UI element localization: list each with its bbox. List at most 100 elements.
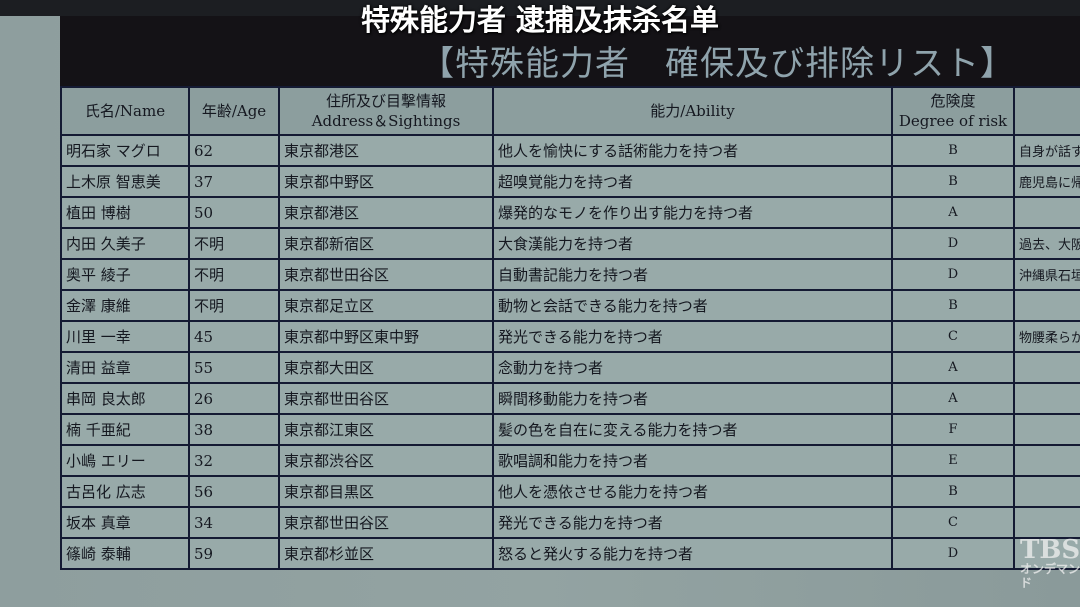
cell-ability: 他人を愉快にする話術能力を持つ者 bbox=[492, 134, 893, 167]
cell-age: 55 bbox=[188, 351, 280, 384]
cell-notes bbox=[1013, 475, 1080, 508]
cell-risk: C bbox=[891, 506, 1015, 539]
cell-address: 東京都世田谷区 bbox=[278, 382, 494, 415]
cell-risk: F bbox=[891, 413, 1015, 446]
table-row: 篠崎 泰輔 59 東京都杉並区 怒ると発火する能力を持つ者 D bbox=[60, 537, 1080, 570]
cell-risk: A bbox=[891, 382, 1015, 415]
cell-ability: 動物と会話できる能力を持つ者 bbox=[492, 289, 893, 322]
document-title: 【特殊能力者 確保及び排除リスト】 bbox=[420, 44, 1015, 84]
title-band bbox=[60, 16, 1080, 88]
cell-notes bbox=[1013, 196, 1080, 229]
cell-risk: B bbox=[891, 165, 1015, 198]
cell-address: 東京都目黒区 bbox=[278, 475, 494, 508]
cell-notes: 自身が話す bbox=[1013, 134, 1080, 167]
header-address-jp: 住所及び目撃情報 bbox=[325, 92, 446, 110]
cell-risk: C bbox=[891, 320, 1015, 353]
header-risk-jp: 危険度 bbox=[930, 92, 976, 110]
cell-ability: 他人を憑依させる能力を持つ者 bbox=[492, 475, 893, 508]
table-row: 明石家 マグロ 62 東京都港区 他人を愉快にする話術能力を持つ者 B 自身が話す bbox=[60, 134, 1080, 167]
header-risk: 危険度 Degree of risk bbox=[891, 86, 1015, 136]
table-row: 上木原 智恵美 37 東京都中野区 超嗅覚能力を持つ者 B 鹿児島に帰 bbox=[60, 165, 1080, 198]
header-address-en: Address＆Sightings bbox=[311, 112, 461, 130]
cell-age: 不明 bbox=[188, 258, 280, 291]
cell-notes: 過去、大阪 bbox=[1013, 227, 1080, 260]
cell-risk: E bbox=[891, 444, 1015, 477]
cell-age: 26 bbox=[188, 382, 280, 415]
cell-address: 東京都港区 bbox=[278, 196, 494, 229]
cell-risk: D bbox=[891, 258, 1015, 291]
cell-name: 小嶋 エリー bbox=[60, 444, 190, 477]
cell-risk: A bbox=[891, 351, 1015, 384]
cell-notes bbox=[1013, 506, 1080, 539]
cell-age: 45 bbox=[188, 320, 280, 353]
table-row: 奥平 綾子 不明 東京都世田谷区 自動書記能力を持つ者 D 沖縄県石垣 bbox=[60, 258, 1080, 291]
cell-address: 東京都大田区 bbox=[278, 351, 494, 384]
cell-notes: 鹿児島に帰 bbox=[1013, 165, 1080, 198]
header-notes bbox=[1013, 86, 1080, 136]
cell-ability: 超嗅覚能力を持つ者 bbox=[492, 165, 893, 198]
header-name: 氏名/Name bbox=[60, 86, 190, 136]
cell-notes bbox=[1013, 351, 1080, 384]
cell-ability: 念動力を持つ者 bbox=[492, 351, 893, 384]
header-risk-en: Degree of risk bbox=[898, 112, 1008, 130]
table-row: 小嶋 エリー 32 東京都渋谷区 歌唱調和能力を持つ者 E bbox=[60, 444, 1080, 477]
cell-risk: B bbox=[891, 475, 1015, 508]
cell-address: 東京都杉並区 bbox=[278, 537, 494, 570]
cell-ability: 怒ると発火する能力を持つ者 bbox=[492, 537, 893, 570]
cell-ability: 自動書記能力を持つ者 bbox=[492, 258, 893, 291]
cell-address: 東京都渋谷区 bbox=[278, 444, 494, 477]
table-row: 金澤 康維 不明 東京都足立区 動物と会話できる能力を持つ者 B bbox=[60, 289, 1080, 322]
cell-ability: 発光できる能力を持つ者 bbox=[492, 320, 893, 353]
cell-name: 植田 博樹 bbox=[60, 196, 190, 229]
cell-ability: 髪の色を自在に変える能力を持つ者 bbox=[492, 413, 893, 446]
cell-name: 奥平 綾子 bbox=[60, 258, 190, 291]
cell-age: 62 bbox=[188, 134, 280, 167]
cell-name: 串岡 良太郎 bbox=[60, 382, 190, 415]
header-row: 氏名/Name 年齢/Age 住所及び目撃情報 Address＆Sightings… bbox=[60, 86, 1080, 136]
cell-notes bbox=[1013, 537, 1080, 570]
cell-age: 34 bbox=[188, 506, 280, 539]
cell-ability: 歌唱調和能力を持つ者 bbox=[492, 444, 893, 477]
tbs-watermark-logo: TBS オンデマンド bbox=[1020, 535, 1080, 590]
header-age: 年齢/Age bbox=[188, 86, 280, 136]
cell-risk: D bbox=[891, 227, 1015, 260]
cell-notes bbox=[1013, 382, 1080, 415]
cell-ability: 爆発的なモノを作り出す能力を持つ者 bbox=[492, 196, 893, 229]
cell-address: 東京都足立区 bbox=[278, 289, 494, 322]
cell-notes bbox=[1013, 444, 1080, 477]
cell-name: 金澤 康維 bbox=[60, 289, 190, 322]
cell-risk: D bbox=[891, 537, 1015, 570]
header-address: 住所及び目撃情報 Address＆Sightings bbox=[278, 86, 494, 136]
cell-address: 東京都江東区 bbox=[278, 413, 494, 446]
cell-name: 坂本 真章 bbox=[60, 506, 190, 539]
cell-name: 川里 一幸 bbox=[60, 320, 190, 353]
table-row: 古呂化 広志 56 東京都目黒区 他人を憑依させる能力を持つ者 B bbox=[60, 475, 1080, 508]
table-row: 清田 益章 55 東京都大田区 念動力を持つ者 A bbox=[60, 351, 1080, 384]
cell-notes bbox=[1013, 289, 1080, 322]
cell-name: 篠崎 泰輔 bbox=[60, 537, 190, 570]
cell-notes: 物腰柔らか bbox=[1013, 320, 1080, 353]
table-row: 串岡 良太郎 26 東京都世田谷区 瞬間移動能力を持つ者 A bbox=[60, 382, 1080, 415]
cell-age: 32 bbox=[188, 444, 280, 477]
table-row: 坂本 真章 34 東京都世田谷区 発光できる能力を持つ者 C bbox=[60, 506, 1080, 539]
cell-address: 東京都世田谷区 bbox=[278, 258, 494, 291]
cell-ability: 瞬間移動能力を持つ者 bbox=[492, 382, 893, 415]
cell-name: 内田 久美子 bbox=[60, 227, 190, 260]
video-subtitle: 特殊能力者 逮捕及抹杀名单 bbox=[360, 3, 720, 37]
cell-ability: 大食漢能力を持つ者 bbox=[492, 227, 893, 260]
cell-name: 楠 千亜紀 bbox=[60, 413, 190, 446]
cell-risk: B bbox=[891, 134, 1015, 167]
screen-bezel bbox=[0, 0, 1080, 16]
cell-address: 東京都中野区東中野 bbox=[278, 320, 494, 353]
cell-ability: 発光できる能力を持つ者 bbox=[492, 506, 893, 539]
table-row: 内田 久美子 不明 東京都新宿区 大食漢能力を持つ者 D 過去、大阪 bbox=[60, 227, 1080, 260]
cell-risk: A bbox=[891, 196, 1015, 229]
cell-name: 清田 益章 bbox=[60, 351, 190, 384]
cell-address: 東京都港区 bbox=[278, 134, 494, 167]
table-row: 川里 一幸 45 東京都中野区東中野 発光できる能力を持つ者 C 物腰柔らか bbox=[60, 320, 1080, 353]
cell-age: 不明 bbox=[188, 289, 280, 322]
cell-address: 東京都新宿区 bbox=[278, 227, 494, 260]
cell-age: 59 bbox=[188, 537, 280, 570]
cell-age: 38 bbox=[188, 413, 280, 446]
cell-age: 不明 bbox=[188, 227, 280, 260]
